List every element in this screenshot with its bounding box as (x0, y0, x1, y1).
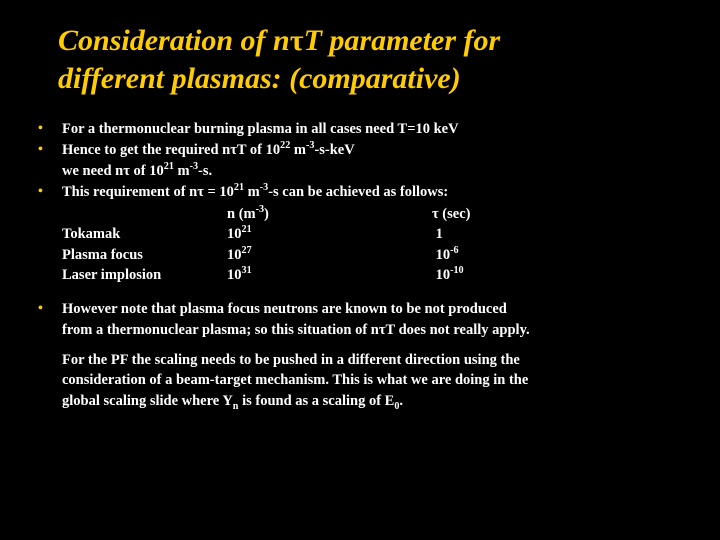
row-n: 1031 (227, 265, 432, 285)
table-header-tau: τ (sec) (432, 204, 552, 224)
bullet-dot-icon: • (38, 140, 48, 181)
title-line-2: different plasmas: (comparative) (58, 62, 461, 95)
row-name: Tokamak (62, 224, 227, 244)
bullet-dot-icon: • (38, 119, 48, 139)
table-header-blank (62, 204, 227, 224)
bullet-text: This requirement of nτ = 1021 m-3-s can … (62, 182, 682, 202)
row-tau: 10-6 (432, 245, 552, 265)
row-n: 1021 (227, 224, 432, 244)
bullet-dot-icon: • (38, 299, 48, 340)
row-n: 1027 (227, 245, 432, 265)
title-line-1: Consideration of nτT parameter for (58, 24, 500, 57)
row-tau: 1 (432, 224, 552, 244)
bullet-item: • This requirement of nτ = 1021 m-3-s ca… (38, 182, 682, 202)
row-tau: 10-10 (432, 265, 552, 285)
comparison-table: n (m-3) τ (sec) Tokamak 1021 1 Plasma fo… (62, 204, 682, 285)
table-row: Plasma focus 1027 10-6 (62, 245, 682, 265)
bullet-dot-icon: • (38, 182, 48, 202)
bullet-item: • Hence to get the required nτT of 1022 … (38, 140, 682, 181)
bullet-text: However note that plasma focus neutrons … (62, 299, 682, 340)
slide: Consideration of nτT parameter for diffe… (0, 0, 720, 540)
table-row: Laser implosion 1031 10-10 (62, 265, 682, 285)
table-row: Tokamak 1021 1 (62, 224, 682, 244)
bullet-text: Hence to get the required nτT of 1022 m-… (62, 140, 682, 181)
footer-note: For the PF the scaling needs to be pushe… (62, 350, 682, 411)
row-name: Laser implosion (62, 265, 227, 285)
row-name: Plasma focus (62, 245, 227, 265)
table-header-row: n (m-3) τ (sec) (62, 204, 682, 224)
slide-title: Consideration of nτT parameter for diffe… (58, 22, 682, 97)
bullet-item: • However note that plasma focus neutron… (38, 299, 682, 340)
table-header-n: n (m-3) (227, 204, 432, 224)
bullet-list: • For a thermonuclear burning plasma in … (38, 119, 682, 411)
bullet-text: For a thermonuclear burning plasma in al… (62, 119, 682, 139)
bullet-item: • For a thermonuclear burning plasma in … (38, 119, 682, 139)
